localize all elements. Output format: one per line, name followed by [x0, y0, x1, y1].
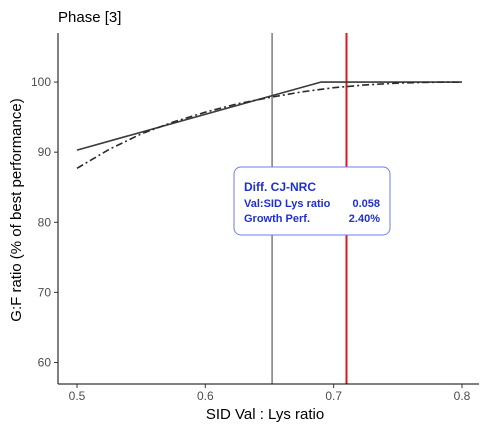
x-tick-label: 0.6 — [197, 389, 214, 403]
x-tick-label: 0.8 — [454, 389, 471, 403]
x-tick-label: 0.7 — [325, 389, 342, 403]
y-tick-label: 60 — [38, 355, 52, 369]
series-line-dashdot — [76, 81, 463, 169]
y-tick-label: 100 — [31, 75, 51, 89]
annotation-box: Diff. CJ-NRC Val:SID Lys ratio 0.058 Gro… — [233, 166, 391, 236]
annotation-title: Diff. CJ-NRC — [244, 180, 316, 194]
x-tick-label: 0.5 — [69, 389, 86, 403]
annotation-row-value: 0.058 — [352, 198, 380, 210]
series-line-solid — [76, 81, 462, 151]
annotation-frame — [233, 166, 391, 236]
x-ticks: 0.5 0.6 0.7 0.8 — [69, 384, 471, 403]
annotation-row-label: Val:SID Lys ratio — [244, 198, 331, 210]
y-ticks: 60 70 80 90 100 — [31, 75, 58, 369]
x-axis-title: SID Val : Lys ratio — [206, 406, 324, 423]
annotation-row-value: 2.40% — [349, 213, 380, 225]
y-tick-label: 90 — [38, 145, 52, 159]
series-group — [76, 81, 463, 169]
y-axis-title: G:F ratio (% of best performance) — [8, 98, 25, 321]
axes: 0.5 0.6 0.7 0.8 60 70 80 90 100 — [31, 33, 479, 403]
y-tick-label: 70 — [38, 285, 52, 299]
y-tick-label: 80 — [38, 215, 52, 229]
annotation-row-label: Growth Perf. — [244, 213, 310, 225]
chart-title: Phase [3] — [58, 9, 121, 26]
